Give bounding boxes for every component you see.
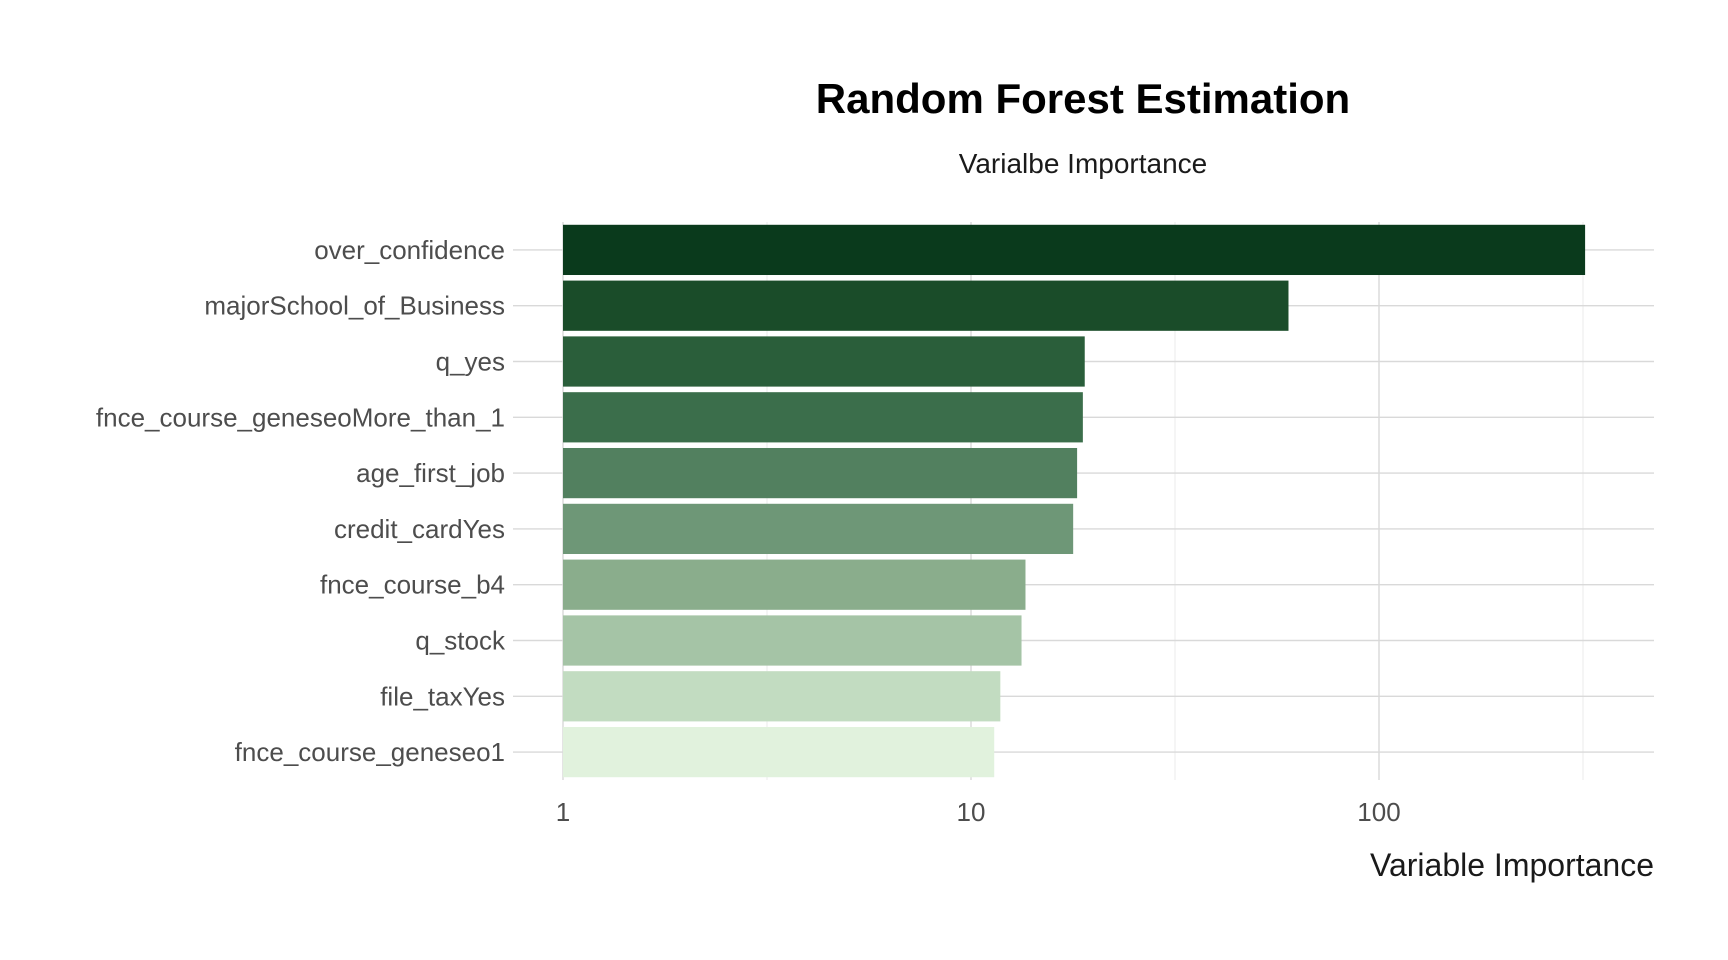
bar-q_stock bbox=[563, 615, 1022, 666]
bar-majorSchool_of_Business bbox=[563, 280, 1289, 331]
bar-fnce_course_b4 bbox=[563, 559, 1026, 610]
category-label: majorSchool_of_Business bbox=[204, 291, 505, 321]
category-label: over_confidence bbox=[314, 235, 505, 265]
chart-subtitle: Varialbe Importance bbox=[959, 148, 1208, 179]
category-label: fnce_course_geneseoMore_than_1 bbox=[96, 402, 505, 432]
category-label: file_taxYes bbox=[380, 681, 505, 711]
x-tick-label: 10 bbox=[957, 797, 986, 827]
bar-file_taxYes bbox=[563, 671, 1001, 722]
category-label: fnce_course_b4 bbox=[320, 570, 505, 600]
category-label: age_first_job bbox=[356, 458, 505, 488]
x-axis-ticks: 1 10 100 bbox=[556, 797, 1401, 827]
x-tick-label: 100 bbox=[1357, 797, 1400, 827]
bar-q_yes bbox=[563, 336, 1085, 387]
bar-fnce_course_geneseoMore_than_1 bbox=[563, 392, 1083, 443]
chart-title: Random Forest Estimation bbox=[816, 75, 1350, 122]
bar-over_confidence bbox=[563, 224, 1586, 276]
category-label: fnce_course_geneseo1 bbox=[235, 737, 505, 767]
category-label: q_yes bbox=[436, 347, 505, 377]
category-label: q_stock bbox=[415, 626, 506, 656]
x-axis-title: Variable Importance bbox=[1370, 847, 1654, 883]
bar-age_first_job bbox=[563, 447, 1078, 499]
bar-fnce_course_geneseo1 bbox=[563, 726, 995, 778]
bars bbox=[563, 224, 1586, 778]
category-labels: over_confidence majorSchool_of_Business q_… bbox=[96, 235, 506, 767]
category-label: credit_cardYes bbox=[334, 514, 505, 544]
bar-credit_cardYes bbox=[563, 503, 1074, 555]
x-tick-label: 1 bbox=[556, 797, 570, 827]
